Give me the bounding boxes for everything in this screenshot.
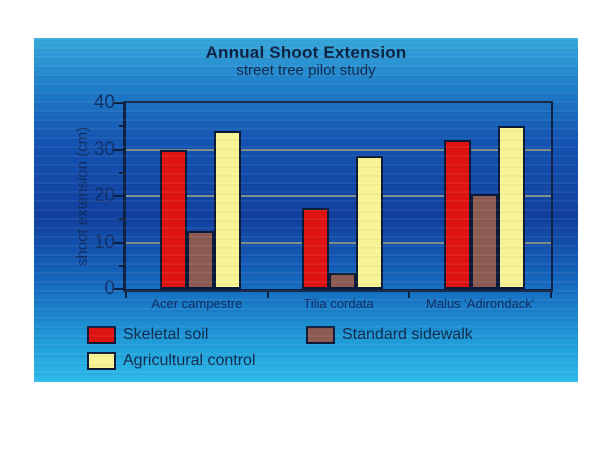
bar-acer-campestre-standard-sidewalk: [187, 230, 215, 289]
y-tick-label-10: 10: [93, 231, 115, 253]
bar-malus-adirondack--standard-sidewalk: [470, 193, 498, 289]
y-minor-tick-15: [119, 218, 126, 221]
bar-tilia-cordata-standard-sidewalk: [329, 272, 356, 289]
bar-malus-adirondack--agricultural-control: [497, 126, 525, 289]
y-major-tick-20: [114, 195, 126, 197]
legend-swatch: [87, 352, 116, 370]
x-tick-1: [266, 289, 269, 298]
y-major-tick-0: [114, 288, 126, 290]
legend-item-agricultural-control: Agricultural control: [87, 352, 256, 370]
chart-title: Annual Shoot Extension: [205, 43, 407, 62]
category-label: Acer campestre: [151, 296, 243, 311]
legend-label: Agricultural control: [123, 352, 256, 369]
bar-tilia-cordata-agricultural-control: [356, 156, 383, 289]
legend-item-skeletal-soil: Skeletal soil: [87, 326, 208, 344]
category-label: Malus 'Adirondack': [426, 296, 535, 311]
x-tick-3: [550, 289, 552, 298]
bar-malus-adirondack--skeletal-soil: [443, 140, 471, 289]
y-minor-tick-5: [119, 264, 126, 267]
legend-swatch: [306, 326, 335, 344]
y-minor-tick-35: [119, 125, 126, 128]
gridline-10: [126, 241, 551, 244]
y-major-tick-30: [114, 148, 126, 151]
plot-area: 0 10 20 30 40 Acer campestre Tilia cordata Malu…: [94, 92, 553, 311]
y-minor-tick-25: [119, 171, 126, 174]
bar-acer-campestre-agricultural-control: [214, 130, 242, 289]
y-tick-label-30: 30: [93, 138, 115, 160]
y-major-tick-10: [114, 241, 126, 244]
y-tick-label-20: 20: [93, 185, 115, 206]
legend-item-standard-sidewalk: Standard sidewalk: [306, 326, 473, 344]
legend-label: Skeletal soil: [123, 326, 209, 343]
y-major-tick-40: [114, 102, 126, 104]
slide-background: Annual Shoot Extension street tree pilot…: [34, 38, 578, 382]
y-tick-label-0: 0: [104, 278, 115, 299]
legend-label: Standard sidewalk: [342, 326, 473, 343]
gridline-20: [126, 195, 551, 197]
legend-swatch: [87, 326, 116, 344]
bar-tilia-cordata-skeletal-soil: [302, 207, 329, 289]
gridline-30: [126, 148, 551, 151]
x-tick-2: [408, 289, 411, 298]
y-tick-label-40: 40: [93, 92, 115, 113]
bar-acer-campestre-skeletal-soil: [160, 149, 188, 289]
chart-subtitle: street tree pilot study: [236, 62, 376, 79]
x-tick-0: [125, 289, 127, 298]
category-label: Tilia cordata: [303, 296, 374, 311]
